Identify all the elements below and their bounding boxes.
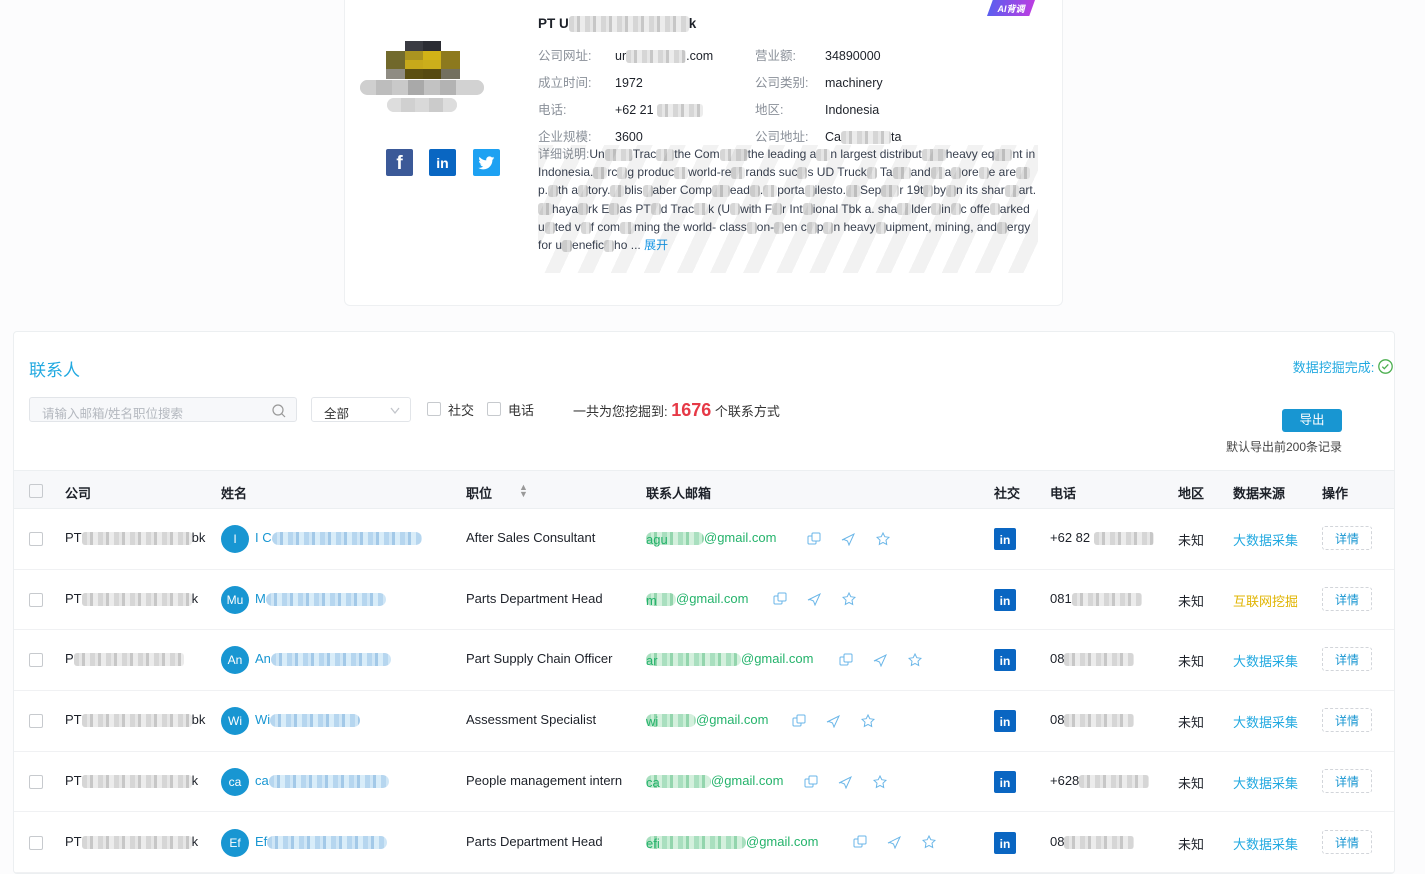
svg-text:in: in (1000, 837, 1011, 851)
svg-text:in: in (437, 155, 449, 171)
svg-text:in: in (1000, 594, 1011, 608)
svg-text:in: in (1000, 715, 1011, 729)
svg-text:f: f (396, 153, 403, 174)
svg-text:in: in (1000, 654, 1011, 668)
svg-text:in: in (1000, 776, 1011, 790)
svg-text:in: in (1000, 533, 1011, 547)
